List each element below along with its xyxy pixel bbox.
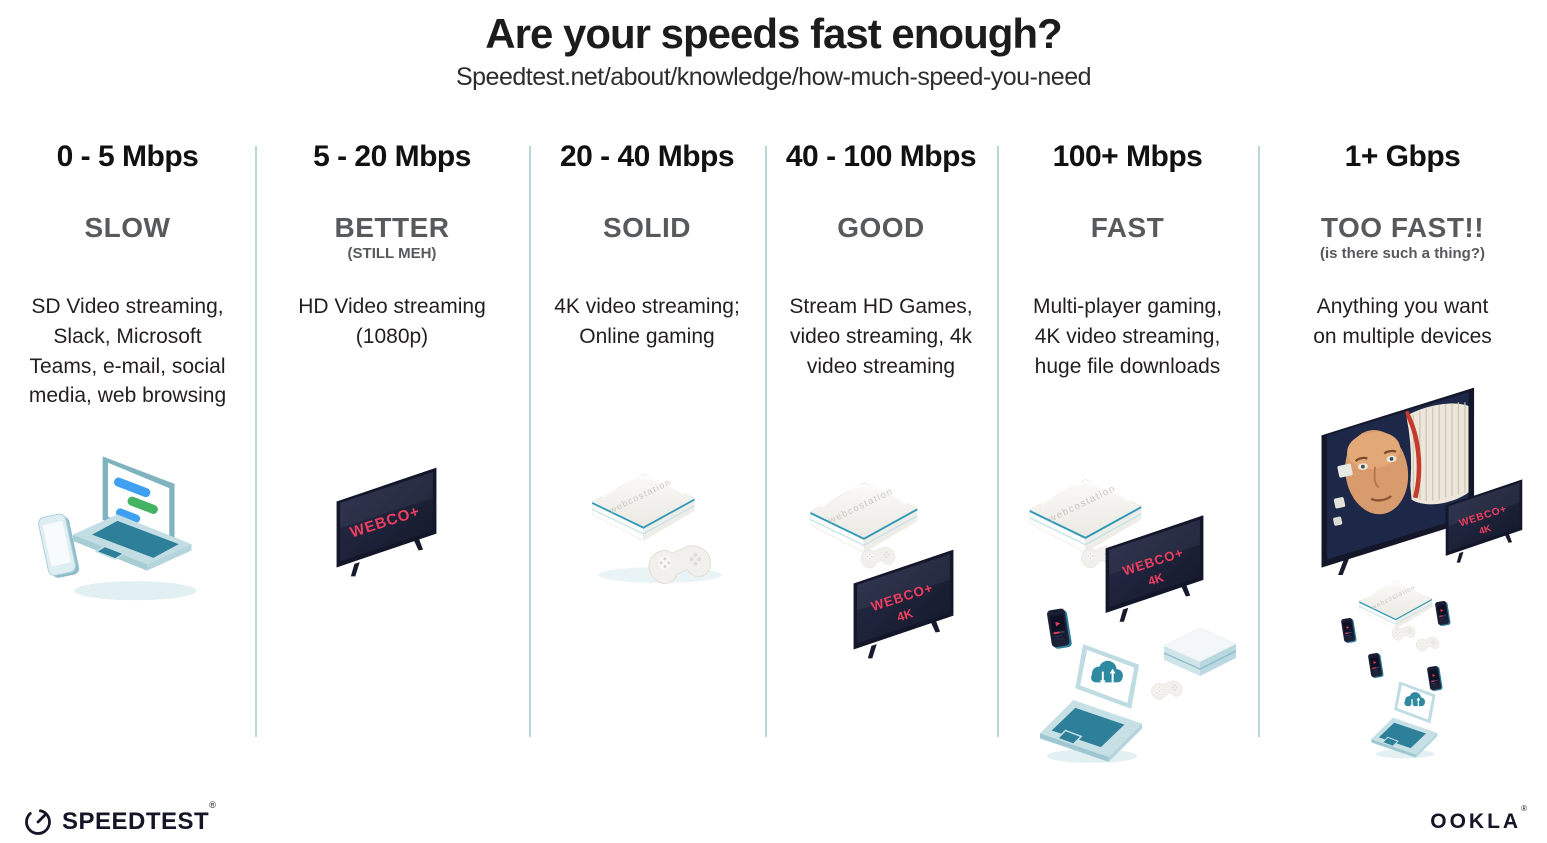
smartphone-icon	[1047, 607, 1073, 650]
multi-device-illustration	[1028, 477, 1237, 764]
column-40-100-mbps: 40 - 100 Mbps GOOD Stream HD Games, vide…	[765, 140, 997, 780]
tv-hd-icon	[337, 468, 437, 577]
controller-icon	[1415, 636, 1440, 652]
controller-icon	[1151, 680, 1183, 700]
column-divider	[255, 146, 257, 737]
rating-note: (is there such a thing?)	[1319, 245, 1485, 262]
speed-range: 100+ Mbps	[1052, 140, 1203, 173]
use-case-description: Multi-player gaming, 4K video streaming,…	[1032, 295, 1223, 378]
hd-tv-illustration	[333, 462, 440, 582]
use-case-description: SD Video streaming, Slack, Microsoft Tea…	[28, 295, 227, 408]
column-5-20-mbps: 5 - 20 Mbps BETTER (STILL MEH) HD Video …	[255, 140, 529, 780]
column-divider	[1258, 146, 1260, 737]
rating-label: TOO FAST!!	[1320, 212, 1485, 243]
ookla-trademark: ®	[1521, 804, 1527, 813]
speedtest-trademark: ®	[209, 800, 216, 810]
speedtest-gauge-icon	[25, 809, 51, 835]
game-console-icon	[809, 481, 919, 555]
rating-note: (STILL MEH)	[347, 245, 437, 262]
laptop-chat-icon	[36, 455, 198, 601]
column-divider	[765, 146, 767, 737]
rating-label: BETTER	[334, 212, 450, 243]
console-illustration	[590, 472, 722, 584]
speed-range: 5 - 20 Mbps	[313, 140, 471, 173]
rating-label: SOLID	[602, 212, 692, 243]
rating-label: SLOW	[84, 212, 171, 243]
speed-range: 1+ Gbps	[1344, 140, 1461, 173]
ookla-logo: OOKLA®	[1430, 804, 1527, 834]
laptop-chat-illustration	[36, 455, 198, 601]
speed-range: 40 - 100 Mbps	[785, 140, 977, 173]
laptop-cloud-icon	[1370, 680, 1439, 759]
game-console-icon	[590, 472, 696, 543]
smartphone-icon	[1368, 652, 1384, 679]
laptop-cloud-icon	[1038, 643, 1144, 764]
speed-range: 20 - 40 Mbps	[559, 140, 735, 173]
page-title: Are your speeds fast enough?	[485, 10, 1062, 57]
use-case-description: Stream HD Games, video streaming, 4k vid…	[789, 295, 973, 378]
speedtest-logo: SPEEDTEST®	[22, 800, 216, 838]
use-case-description: Anything you want on multiple devices	[1313, 295, 1492, 348]
everything-illustration	[1300, 372, 1547, 759]
speed-range: 0 - 5 Mbps	[56, 140, 199, 173]
ookla-wordmark: OOKLA	[1430, 810, 1522, 833]
column-20-40-mbps: 20 - 40 Mbps SOLID 4K video streaming; O…	[529, 140, 765, 780]
speedtest-wordmark: SPEEDTEST	[62, 808, 210, 835]
column-0-5-mbps: 0 - 5 Mbps SLOW SD Video streaming, Slac…	[0, 140, 255, 780]
rating-label: GOOD	[837, 212, 925, 243]
game-console-icon	[1028, 477, 1143, 554]
smartphone-icon	[1435, 600, 1451, 627]
column-100-plus-mbps: 100+ Mbps FAST Multi-player gaming, 4K v…	[997, 140, 1258, 780]
column-divider	[529, 146, 531, 737]
rating-label: FAST	[1090, 212, 1165, 243]
media-console-icon	[1163, 627, 1237, 677]
use-case-description: HD Video streaming (1080p)	[298, 295, 486, 348]
console-tv-illustration	[809, 481, 975, 673]
game-console-icon	[1358, 580, 1433, 630]
source-url: Speedtest.net/about/knowledge/how-much-s…	[455, 63, 1092, 91]
use-case-description: 4K video streaming; Online gaming	[554, 295, 740, 348]
smartphone-icon	[1341, 617, 1357, 644]
column-divider	[997, 146, 999, 737]
smartphone-icon	[1427, 665, 1443, 692]
column-1-plus-gbps: 1+ Gbps TOO FAST!! (is there such a thin…	[1258, 140, 1547, 780]
